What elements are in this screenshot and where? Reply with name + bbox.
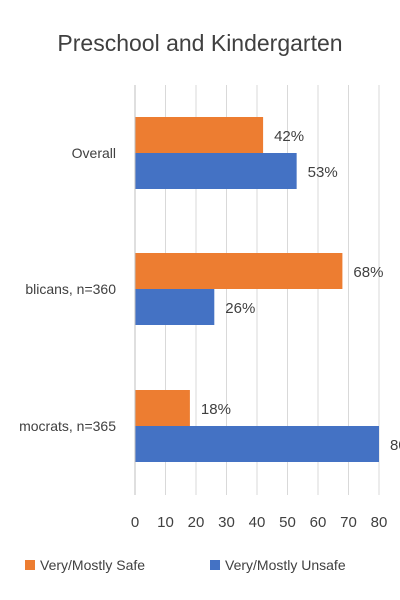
bar-unsafe-0 (135, 153, 297, 189)
category-label-0: Overall (72, 145, 116, 161)
legend-label-unsafe: Very/Mostly Unsafe (225, 557, 346, 573)
category-label-1: blicans, n=360 (25, 281, 116, 297)
x-tick-label-10: 10 (157, 514, 174, 531)
data-labels: 42% 53% 68% 26% 18% 80% (201, 128, 400, 454)
x-tick-label-50: 50 (279, 514, 296, 531)
x-tick-label-70: 70 (340, 514, 357, 531)
x-tick-label-0: 0 (131, 514, 139, 531)
legend-label-safe: Very/Mostly Safe (40, 557, 145, 573)
legend-swatch-unsafe (210, 560, 220, 570)
legend-swatch-safe (25, 560, 35, 570)
bar-safe-0 (135, 117, 264, 153)
x-tick-label-60: 60 (310, 514, 327, 531)
data-label-safe-2: 18% (201, 401, 231, 418)
bar-unsafe-1 (135, 289, 215, 325)
data-label-safe-0: 42% (274, 128, 304, 145)
chart-title: Preschool and Kindergarten (57, 30, 342, 56)
bar-safe-1 (135, 253, 343, 289)
data-label-safe-1: 68% (353, 264, 383, 281)
x-tick-label-40: 40 (249, 514, 266, 531)
bar-unsafe-2 (135, 426, 379, 462)
bars (135, 117, 379, 462)
x-tick-label-20: 20 (188, 514, 205, 531)
bar-safe-2 (135, 390, 190, 426)
x-tick-label-30: 30 (218, 514, 235, 531)
data-label-unsafe-0: 53% (308, 164, 338, 181)
data-label-unsafe-2: 80% (390, 437, 400, 454)
data-label-unsafe-1: 26% (225, 300, 255, 317)
axes: Overall blicans, n=360 mocrats, n=365 0 10 20… (19, 85, 388, 531)
x-tick-label-80: 80 (371, 514, 388, 531)
category-label-2: mocrats, n=365 (19, 418, 116, 434)
legend: Very/Mostly Safe Very/Mostly Unsafe (25, 557, 346, 573)
